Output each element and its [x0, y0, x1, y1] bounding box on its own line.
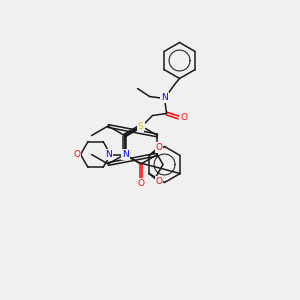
Text: N: N	[105, 150, 112, 159]
Text: O: O	[155, 143, 163, 152]
Text: N: N	[161, 93, 168, 102]
Text: O: O	[155, 177, 163, 186]
Text: S: S	[138, 122, 143, 131]
Text: N: N	[122, 150, 129, 159]
Text: O: O	[137, 178, 145, 188]
Text: N: N	[138, 121, 144, 130]
Text: O: O	[73, 150, 80, 159]
Text: O: O	[180, 113, 187, 122]
